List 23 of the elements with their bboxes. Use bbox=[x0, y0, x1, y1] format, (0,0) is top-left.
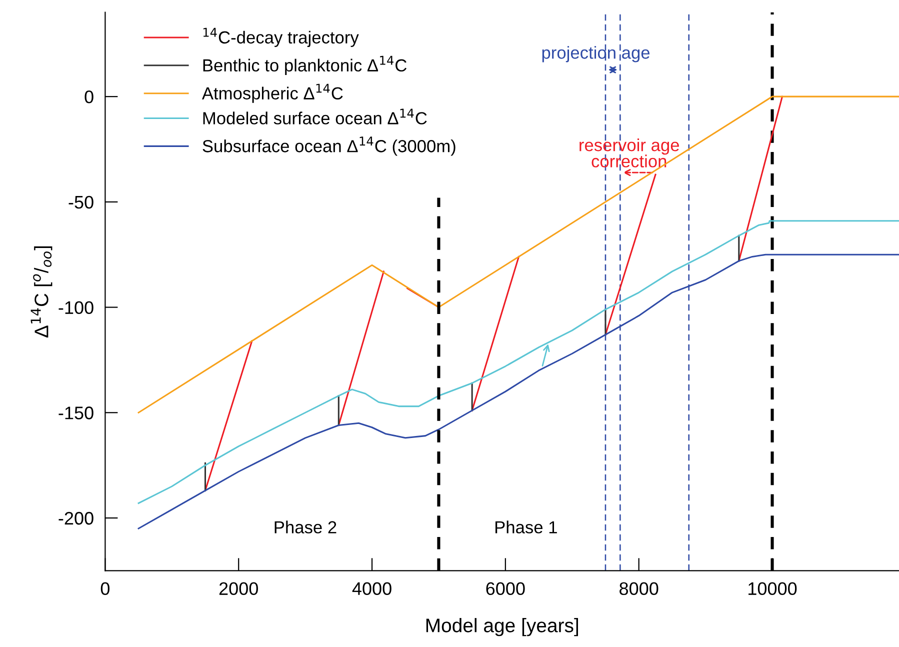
x-tick-label: 6000 bbox=[486, 582, 525, 596]
y-axis-title: Δ$^{14}$C [$^{o}$/$_{oo}$] bbox=[30, 246, 52, 338]
x-tick-label: 4000 bbox=[352, 582, 392, 596]
x-tick-label: 8000 bbox=[620, 582, 658, 596]
x-axis-title: Model age [years] bbox=[426, 618, 578, 636]
x-tick-label: 2000 bbox=[219, 582, 258, 596]
y-tick-label: -50 bbox=[68, 196, 94, 209]
y-tick-label: -100 bbox=[58, 301, 94, 314]
y-tick-label: 0 bbox=[84, 90, 94, 104]
annotation: Phase 1 bbox=[495, 520, 557, 534]
legend-label: $^{14}$C-decay trajectory bbox=[203, 28, 359, 48]
x-tick-label: 0 bbox=[100, 582, 110, 596]
line-series bbox=[138, 220, 899, 504]
legend-label: Modeled surface ocean Δ$^{14}$C bbox=[203, 108, 427, 124]
annotation: projection age bbox=[542, 46, 650, 62]
x-tick-label: 10000 bbox=[748, 582, 797, 596]
annotation: reservoir age correction bbox=[580, 138, 679, 168]
legend-label: Subsurface ocean Δ$^{14}$C (3000m) bbox=[202, 136, 456, 156]
y-tick-label: -200 bbox=[58, 512, 94, 525]
legend-label: Benthic to planktonic Δ$^{14}$C bbox=[203, 56, 407, 75]
legend-label: Atmospheric Δ$^{14}$C bbox=[202, 84, 343, 103]
y-tick-label: -150 bbox=[58, 406, 94, 420]
annotation: Phase 2 bbox=[274, 520, 336, 534]
